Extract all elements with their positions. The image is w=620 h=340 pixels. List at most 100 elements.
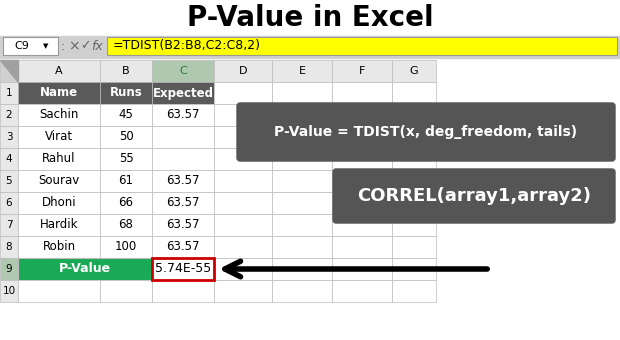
Text: 63.57: 63.57 xyxy=(166,219,200,232)
Text: P-Value: P-Value xyxy=(59,262,111,275)
Text: 1: 1 xyxy=(6,88,12,98)
Text: G: G xyxy=(410,66,418,76)
Bar xyxy=(0,170,18,192)
Bar xyxy=(392,236,436,258)
Bar xyxy=(272,236,332,258)
Text: 61: 61 xyxy=(118,174,133,187)
Bar xyxy=(392,148,436,170)
Bar xyxy=(152,192,214,214)
Bar xyxy=(152,236,214,258)
Bar xyxy=(392,104,436,126)
Bar xyxy=(18,258,152,280)
Bar xyxy=(3,37,58,55)
Text: 66: 66 xyxy=(118,197,133,209)
Bar xyxy=(332,280,392,302)
Bar xyxy=(18,236,100,258)
Text: 45: 45 xyxy=(118,108,133,121)
Bar xyxy=(392,82,436,104)
Bar xyxy=(18,148,100,170)
Text: CORREL(array1,array2): CORREL(array1,array2) xyxy=(357,187,591,205)
Bar xyxy=(0,60,18,82)
Bar xyxy=(272,170,332,192)
Text: P-Value = TDIST(x, deg_freedom, tails): P-Value = TDIST(x, deg_freedom, tails) xyxy=(275,125,578,139)
Bar xyxy=(392,60,436,82)
Bar xyxy=(100,170,152,192)
Bar xyxy=(152,214,214,236)
FancyBboxPatch shape xyxy=(237,103,615,161)
Bar xyxy=(18,104,100,126)
Bar xyxy=(152,170,214,192)
Bar xyxy=(392,214,436,236)
Bar xyxy=(100,280,152,302)
Text: fx: fx xyxy=(91,39,103,52)
Text: ✓: ✓ xyxy=(80,39,91,52)
Text: E: E xyxy=(298,66,306,76)
Bar xyxy=(272,192,332,214)
Bar xyxy=(18,192,100,214)
Bar xyxy=(0,148,18,170)
Bar xyxy=(152,148,214,170)
Bar xyxy=(332,82,392,104)
Text: C9: C9 xyxy=(14,41,29,51)
Text: 5.74E-55: 5.74E-55 xyxy=(155,262,211,275)
Bar xyxy=(152,280,214,302)
Text: 50: 50 xyxy=(118,131,133,143)
Bar xyxy=(214,214,272,236)
Polygon shape xyxy=(0,60,18,82)
Bar xyxy=(214,104,272,126)
Bar xyxy=(0,82,18,104)
Bar xyxy=(152,60,214,82)
Text: ▼: ▼ xyxy=(43,43,49,49)
Bar xyxy=(214,280,272,302)
Bar xyxy=(0,236,18,258)
Text: Sourav: Sourav xyxy=(38,174,79,187)
Text: Dhoni: Dhoni xyxy=(42,197,76,209)
Bar xyxy=(392,258,436,280)
Bar xyxy=(214,258,272,280)
Bar xyxy=(272,82,332,104)
Bar xyxy=(100,236,152,258)
Bar xyxy=(332,170,392,192)
Bar xyxy=(392,126,436,148)
Bar xyxy=(214,236,272,258)
Bar xyxy=(18,60,100,82)
Text: A: A xyxy=(55,66,63,76)
Bar xyxy=(18,280,100,302)
Bar xyxy=(0,192,18,214)
Text: Hardik: Hardik xyxy=(40,219,78,232)
Text: 2: 2 xyxy=(6,110,12,120)
Bar xyxy=(332,148,392,170)
Bar xyxy=(272,60,332,82)
Bar xyxy=(332,126,392,148)
Text: Rahul: Rahul xyxy=(42,153,76,166)
Bar xyxy=(332,192,392,214)
Bar xyxy=(214,148,272,170)
Bar xyxy=(0,126,18,148)
Bar xyxy=(392,170,436,192)
Bar xyxy=(332,214,392,236)
Text: 5: 5 xyxy=(6,176,12,186)
Bar xyxy=(272,280,332,302)
Bar xyxy=(214,126,272,148)
Bar xyxy=(0,280,18,302)
Text: Expected: Expected xyxy=(153,86,213,100)
Text: 6: 6 xyxy=(6,198,12,208)
Text: ×: × xyxy=(68,39,80,53)
Text: Sachin: Sachin xyxy=(39,108,79,121)
Bar xyxy=(152,104,214,126)
Bar xyxy=(100,148,152,170)
Text: 9: 9 xyxy=(6,264,12,274)
Bar xyxy=(18,170,100,192)
Bar xyxy=(100,82,152,104)
Text: 63.57: 63.57 xyxy=(166,174,200,187)
Bar xyxy=(18,214,100,236)
Text: Runs: Runs xyxy=(110,86,143,100)
Text: Virat: Virat xyxy=(45,131,73,143)
Text: Name: Name xyxy=(40,86,78,100)
Text: D: D xyxy=(239,66,247,76)
Bar xyxy=(100,60,152,82)
Text: 8: 8 xyxy=(6,242,12,252)
Bar xyxy=(214,192,272,214)
Bar xyxy=(0,104,18,126)
Text: 68: 68 xyxy=(118,219,133,232)
